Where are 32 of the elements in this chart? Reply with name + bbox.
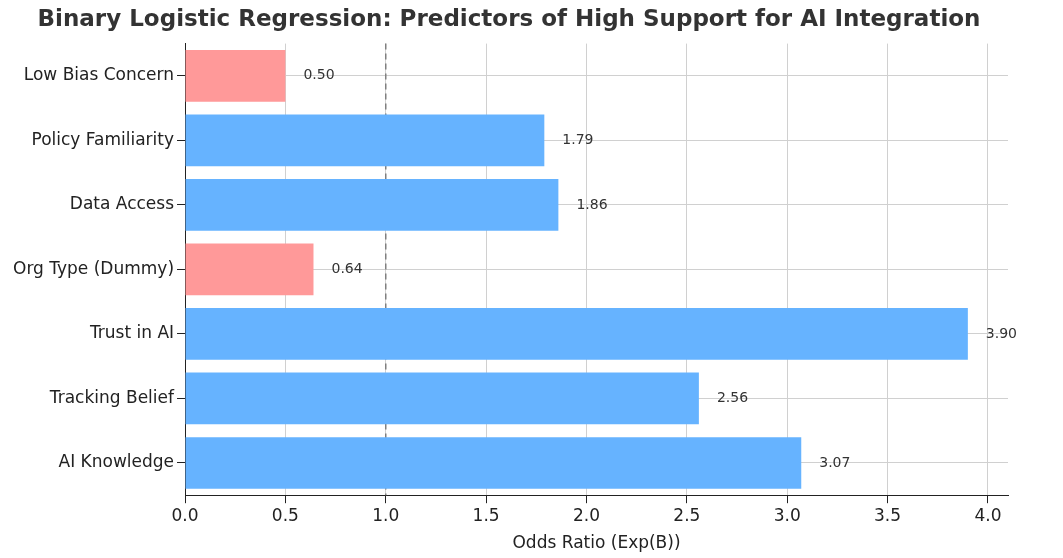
data-label: 2.56 [716,389,749,406]
y-tick-label: Low Bias Concern [23,64,175,85]
data-label: 1.86 [576,195,608,212]
y-tick-label: Policy Familiarity [31,128,175,149]
x-tick-label: 2.0 [572,504,600,525]
x-tick-label: 3.5 [874,504,902,525]
bar [185,243,314,296]
y-tick-label: AI Knowledge [58,451,175,472]
y-tick-label: Data Access [69,193,175,214]
x-tick-label: 0.5 [271,504,299,525]
x-tick-label: 1.0 [372,504,400,525]
x-axis-title: Odds Ratio (Exp(B)) [512,532,681,553]
bar [185,437,802,489]
x-tick-label: 2.5 [673,504,701,525]
chart-title: Binary Logistic Regression: Predictors of High Support for AI Integration [37,4,981,31]
y-tick-label: Trust in AI [88,322,175,343]
bar [185,308,968,360]
data-label: 3.07 [819,453,851,470]
bar [185,50,286,102]
data-label: 3.90 [985,324,1018,341]
data-label: 0.64 [331,260,363,277]
x-tick-label: 4.0 [974,504,1002,525]
y-tick-label: Org Type (Dummy) [13,257,175,278]
bar [185,372,699,425]
bar [185,114,545,167]
x-tick-label: 0.0 [171,504,199,525]
bar [185,179,559,231]
x-tick-label: 3.0 [773,504,801,525]
data-label: 1.79 [562,131,594,148]
data-label: 0.50 [303,66,335,83]
x-tick-label: 1.5 [472,504,500,525]
y-tick-label: Tracking Belief [48,386,176,407]
